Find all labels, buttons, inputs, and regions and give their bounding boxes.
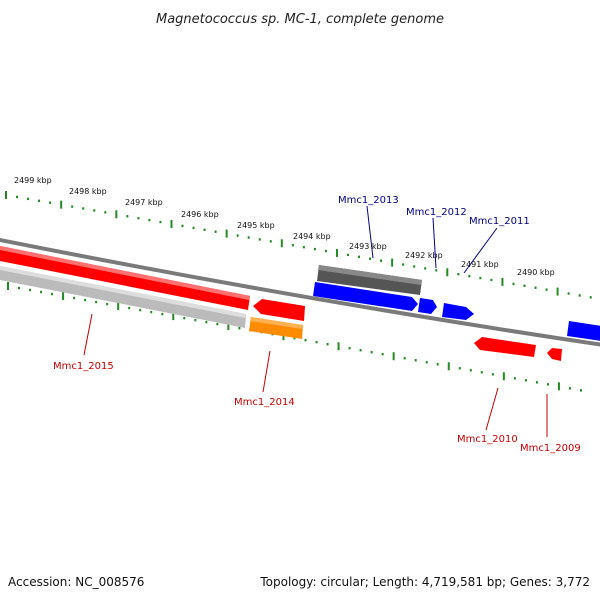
tick-label-2494: 2494 kbp — [293, 232, 331, 241]
leader-mmc1-2011 — [463, 227, 498, 274]
gene-label-mmc1-2014: Mmc1_2014 — [234, 397, 295, 408]
gene-label-mmc1-2009: Mmc1_2009 — [520, 443, 581, 454]
gene-arrow-mmc1-2010 — [474, 337, 536, 357]
tick-label-2499: 2499 kbp — [14, 176, 52, 185]
tick-label-2492: 2492 kbp — [405, 251, 443, 260]
gene-arrow-mmc1-2014-red — [253, 299, 305, 321]
tick-label-2495: 2495 kbp — [237, 221, 275, 230]
label-leader-lines — [83, 205, 548, 437]
gene-arrow-mmc1-2014-highlight — [250, 317, 303, 329]
leader-mmc1-2012 — [432, 217, 437, 269]
leader-mmc1-2015 — [83, 313, 93, 356]
gene-arrow-mmc1-2015-highlight — [0, 246, 250, 300]
leader-mmc1-2010 — [485, 387, 499, 431]
tick-label-2496: 2496 kbp — [181, 210, 219, 219]
feature-gray-top-highlight — [318, 265, 422, 285]
gene-label-mmc1-2012: Mmc1_2012 — [406, 207, 467, 218]
gene-label-mmc1-2011: Mmc1_2011 — [469, 216, 530, 227]
feature-light-gray-highlight — [0, 265, 246, 318]
gene-arrow-mmc1-2009 — [547, 348, 562, 361]
gene-arrow-mmc1-2012 — [418, 298, 437, 314]
tick-label-2497: 2497 kbp — [125, 198, 163, 207]
leader-mmc1-2013 — [366, 205, 374, 259]
tick-labels: 2499 kbp 2498 kbp 2497 kbp 2496 kbp 2495… — [14, 176, 555, 277]
gene-arrow-mmc1-2011 — [442, 303, 474, 320]
tick-label-2491: 2491 kbp — [461, 260, 499, 269]
gene-arrow-offscreen-right — [567, 321, 600, 341]
gene-label-mmc1-2013: Mmc1_2013 — [338, 195, 399, 206]
accession-text: Accession: NC_008576 — [8, 575, 144, 589]
genome-backbone — [0, 237, 600, 347]
topology-text: Topology: circular; Length: 4,719,581 bp… — [259, 575, 590, 589]
gene-label-mmc1-2015: Mmc1_2015 — [53, 361, 114, 372]
gene-label-mmc1-2010: Mmc1_2010 — [457, 434, 518, 445]
gene-arrow-mmc1-2013 — [313, 282, 418, 311]
forward-strand-features — [313, 282, 600, 341]
reverse-strand-features — [0, 246, 562, 361]
tick-label-2490: 2490 kbp — [517, 268, 555, 277]
leader-mmc1-2014 — [262, 350, 271, 393]
tick-label-2493: 2493 kbp — [349, 242, 387, 251]
map-title: Magnetococcus sp. MC-1, complete genome — [156, 12, 444, 27]
gene-labels: Mmc1_2013 Mmc1_2012 Mmc1_2011 Mmc1_2015 … — [53, 195, 581, 454]
tick-row-top — [5, 191, 592, 299]
tick-label-2498: 2498 kbp — [69, 187, 107, 196]
